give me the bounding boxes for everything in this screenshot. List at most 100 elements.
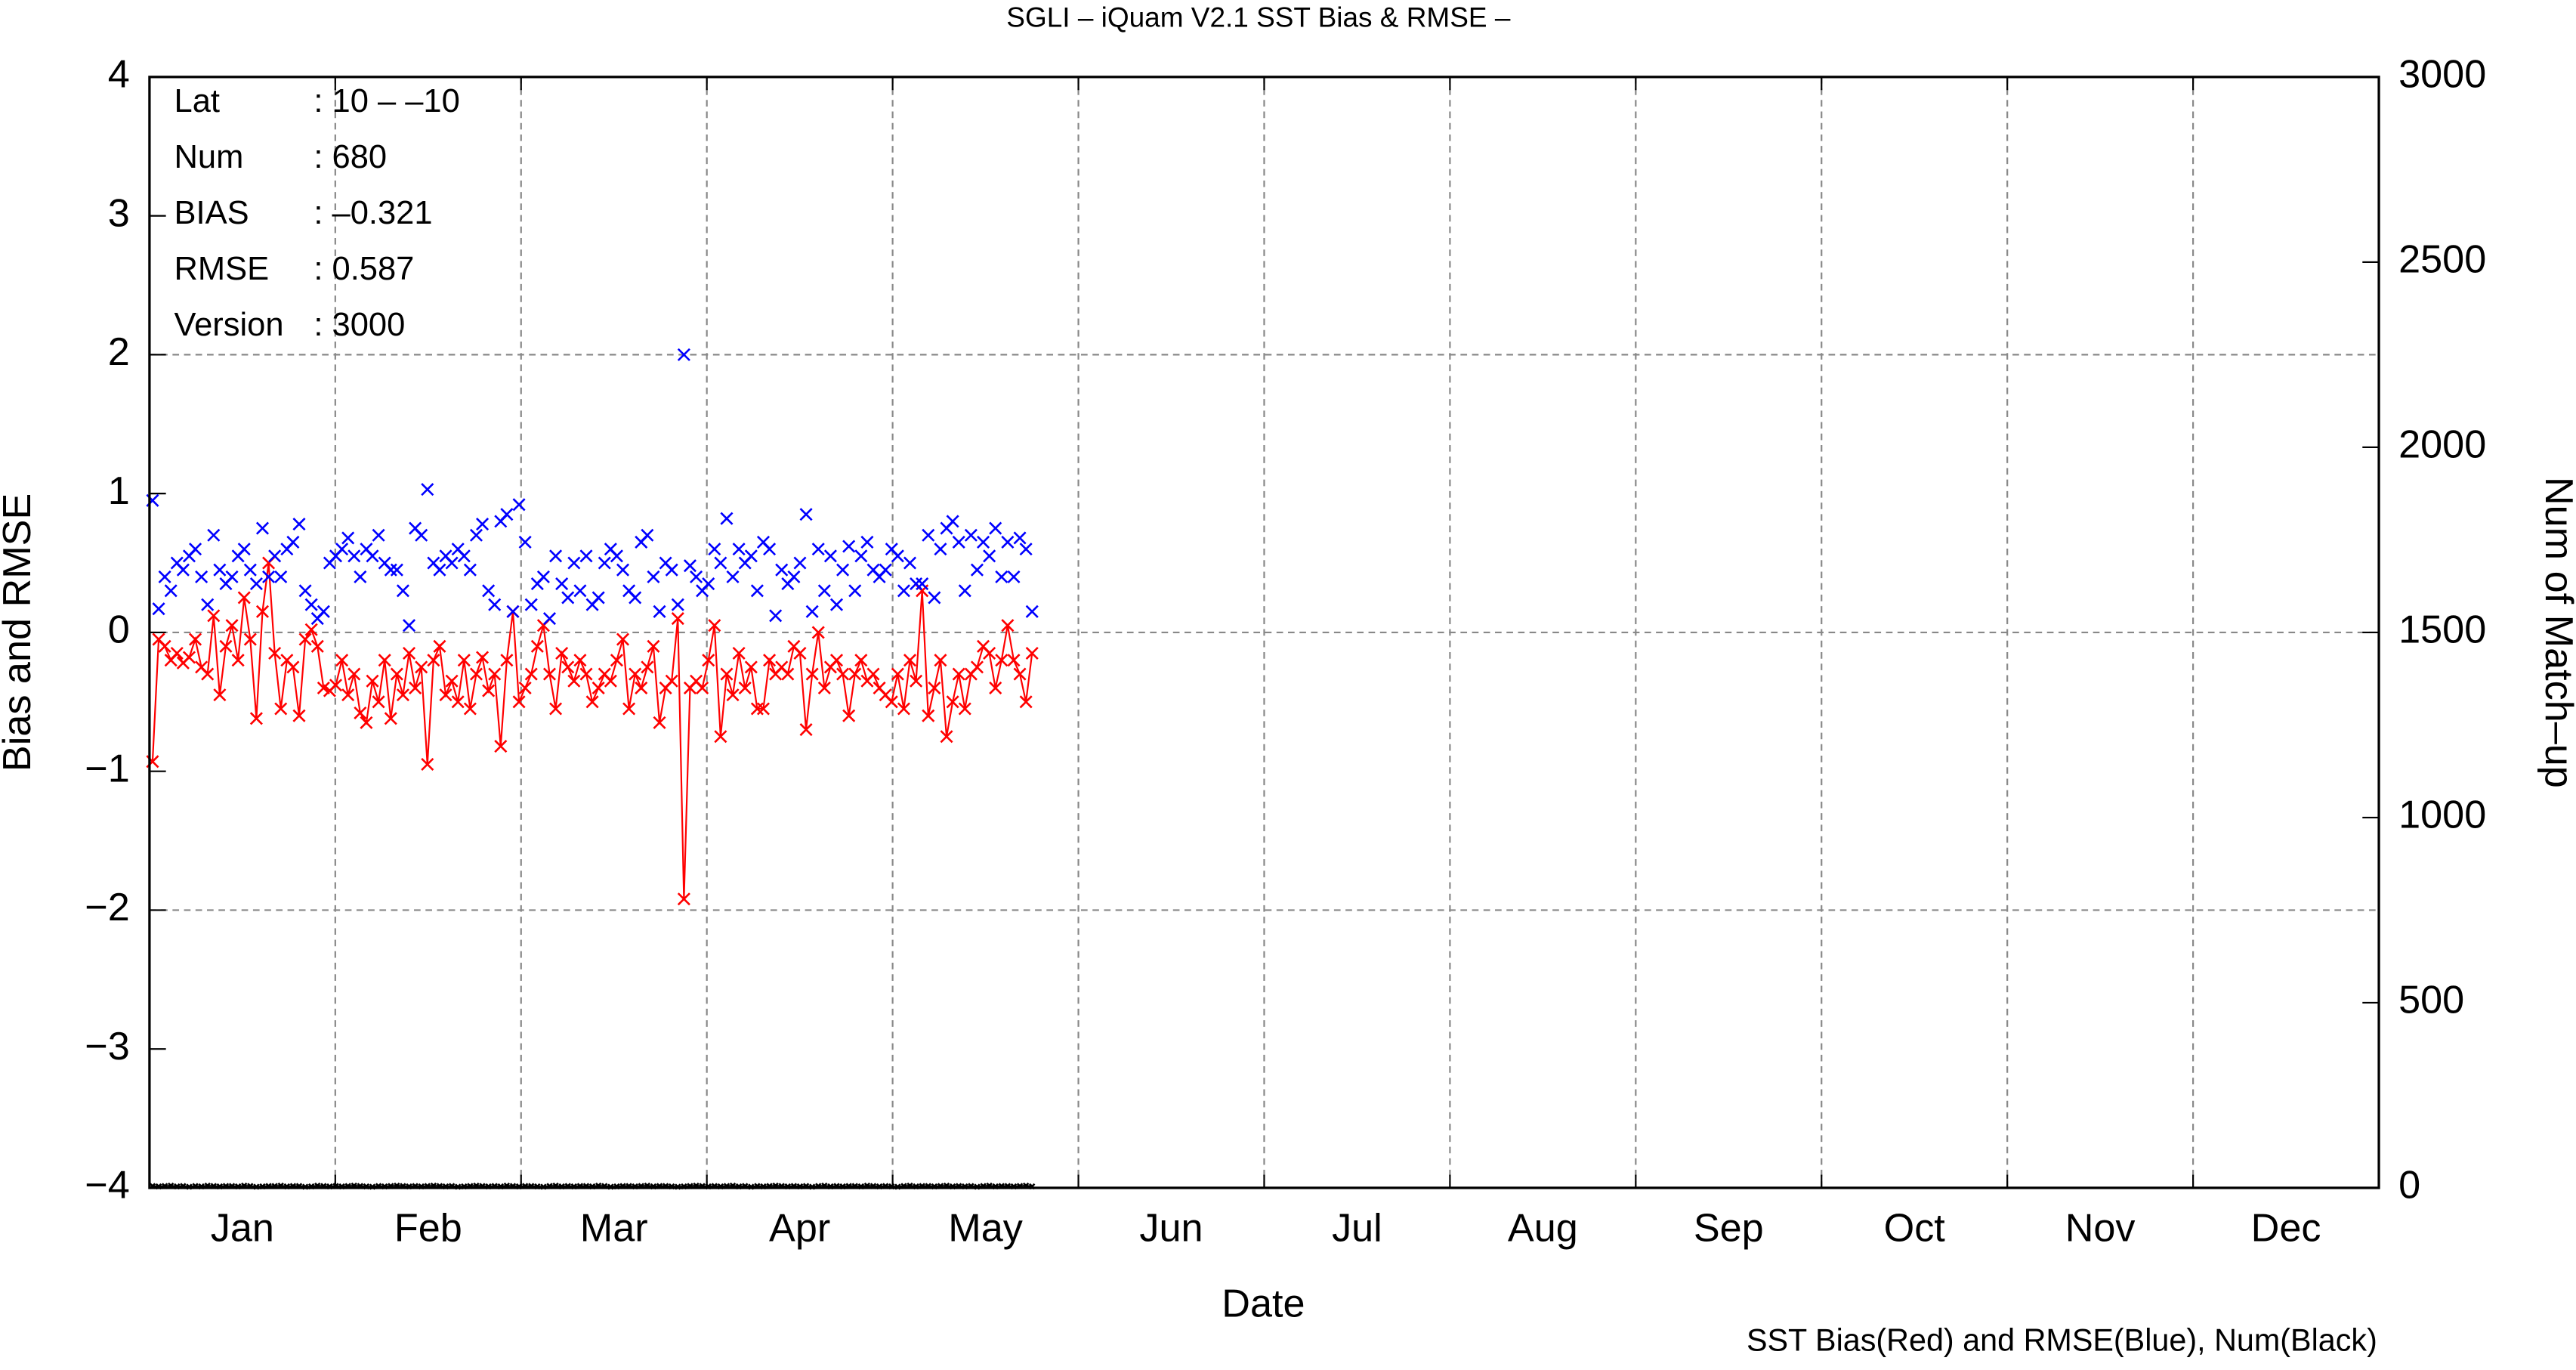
data-marker <box>409 681 422 694</box>
data-marker <box>384 563 397 577</box>
data-marker <box>750 702 764 716</box>
data-marker <box>989 521 1002 535</box>
data-marker <box>829 654 844 667</box>
data-marker <box>390 563 403 577</box>
data-marker <box>341 688 355 702</box>
data-marker <box>555 577 569 591</box>
data-marker <box>286 535 300 549</box>
data-marker <box>683 559 697 573</box>
data-marker <box>445 556 459 570</box>
data-marker <box>763 654 777 667</box>
data-marker <box>225 619 239 632</box>
data-marker <box>616 563 630 577</box>
data-marker <box>629 667 642 681</box>
y2-tick-label: 1000 <box>2398 793 2486 837</box>
data-marker <box>665 674 678 688</box>
data-marker <box>158 639 171 653</box>
x-tick-label: Mar <box>580 1206 648 1250</box>
data-marker <box>897 584 910 598</box>
y-tick-label: −4 <box>85 1164 130 1208</box>
data-marker <box>176 563 190 577</box>
data-marker <box>366 674 379 688</box>
data-marker <box>506 605 520 618</box>
y-tick-label: 2 <box>108 330 130 374</box>
data-marker <box>903 654 917 667</box>
y-tick-label: −2 <box>85 886 130 929</box>
data-marker <box>952 535 965 549</box>
data-marker <box>836 667 850 681</box>
data-marker <box>579 549 593 563</box>
data-marker <box>463 702 477 716</box>
data-marker <box>201 598 215 611</box>
data-marker <box>891 667 904 681</box>
data-marker <box>213 563 227 577</box>
data-marker <box>207 528 221 542</box>
data-marker <box>268 646 282 660</box>
data-marker <box>249 712 263 725</box>
data-marker <box>910 577 923 591</box>
data-marker <box>573 584 587 598</box>
data-marker <box>255 521 270 535</box>
data-marker <box>635 681 648 694</box>
data-marker <box>335 543 349 556</box>
data-marker <box>964 528 978 542</box>
x-tick-label: Sep <box>1694 1206 1764 1250</box>
data-marker <box>500 654 514 667</box>
x-axis-label: Date <box>1222 1282 1305 1325</box>
data-marker <box>372 695 385 709</box>
data-marker <box>378 654 391 667</box>
info-label: RMSE <box>175 251 270 287</box>
data-marker <box>750 584 764 598</box>
data-marker <box>829 598 844 611</box>
data-marker <box>530 639 544 653</box>
data-marker <box>1013 667 1027 681</box>
data-marker <box>641 528 654 542</box>
data-marker <box>836 563 850 577</box>
data-marker <box>292 518 306 531</box>
data-marker <box>152 602 165 616</box>
data-marker <box>445 674 459 688</box>
data-marker <box>702 577 715 591</box>
data-marker <box>292 709 306 722</box>
data-marker <box>647 570 660 583</box>
data-marker <box>891 549 904 563</box>
data-marker <box>225 570 239 583</box>
data-marker <box>708 619 721 632</box>
x-tick-label: May <box>948 1206 1023 1250</box>
data-marker <box>671 598 684 611</box>
data-marker <box>854 549 868 563</box>
data-marker <box>604 674 617 688</box>
data-marker <box>738 681 752 694</box>
data-marker <box>469 528 483 542</box>
data-marker <box>769 609 783 623</box>
data-marker <box>744 549 758 563</box>
data-marker <box>793 556 807 570</box>
data-marker <box>946 695 959 709</box>
data-marker <box>1025 605 1039 618</box>
y-tick-label: 0 <box>108 608 130 652</box>
data-marker <box>555 646 569 660</box>
info-value: : 680 <box>314 139 387 175</box>
data-marker <box>274 702 288 716</box>
y2-tick-label: 0 <box>2398 1164 2420 1208</box>
data-marker <box>677 348 690 361</box>
y-axis-label: Bias and RMSE <box>0 493 39 772</box>
data-marker <box>421 483 434 496</box>
data-marker <box>756 702 771 716</box>
data-marker <box>696 681 709 694</box>
data-marker <box>231 654 245 667</box>
data-marker <box>690 570 703 583</box>
data-marker <box>653 716 666 729</box>
data-marker <box>488 667 502 681</box>
data-marker <box>237 591 251 605</box>
data-marker <box>1001 619 1015 632</box>
data-marker <box>262 570 276 583</box>
data-marker <box>317 605 330 618</box>
data-marker <box>970 660 984 674</box>
chart-title: SGLI – iQuam V2.1 SST Bias & RMSE – <box>1006 2 1511 32</box>
data-marker <box>793 646 807 660</box>
data-marker <box>488 598 502 611</box>
data-marker <box>714 556 727 570</box>
data-marker <box>421 757 434 772</box>
data-marker <box>354 706 367 720</box>
